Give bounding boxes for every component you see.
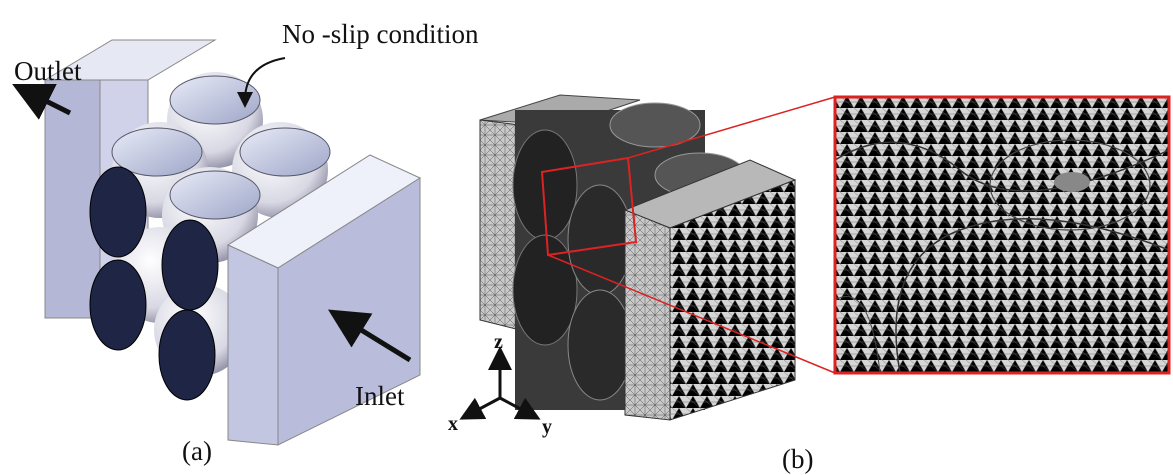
axis-z-label: z xyxy=(494,331,503,353)
axis-x-label: x xyxy=(448,413,458,435)
mesh-model xyxy=(480,95,835,420)
outlet-label: Outlet xyxy=(14,56,82,86)
figure: No -slip condition Outlet Inlet (a) z x … xyxy=(0,0,1173,475)
no-slip-label: No -slip condition xyxy=(282,19,479,49)
axis-y-label: y xyxy=(542,416,552,438)
zoom-panel xyxy=(835,97,1169,373)
panel-b-label: (b) xyxy=(782,444,813,474)
panel-a-label: (a) xyxy=(182,436,212,466)
inlet-label: Inlet xyxy=(355,381,405,411)
